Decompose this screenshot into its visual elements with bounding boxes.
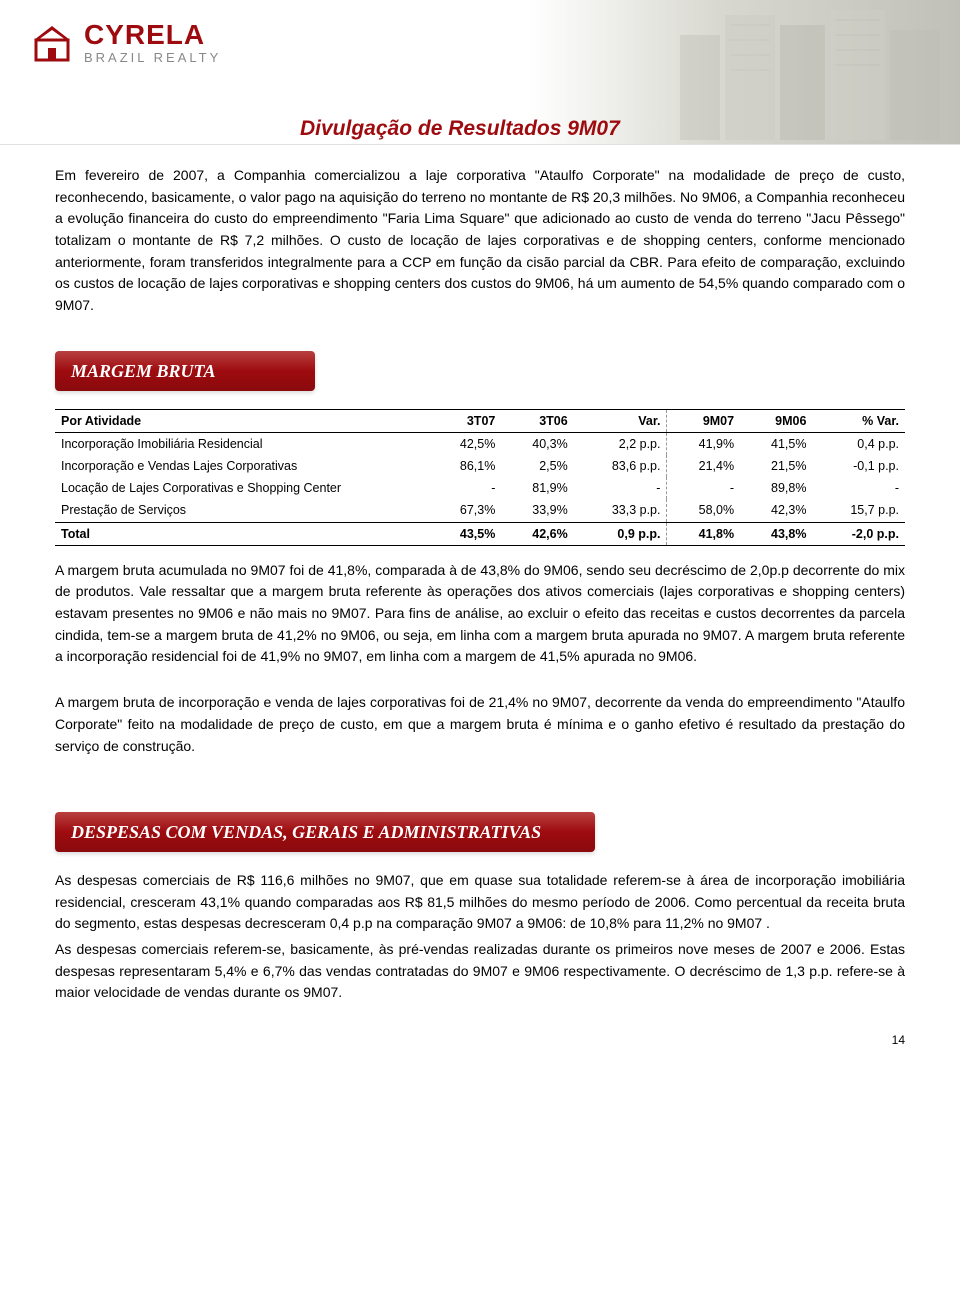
cell: Incorporação Imobiliária Residencial (55, 433, 429, 456)
report-title: Divulgação de Resultados 9M07 (300, 114, 620, 144)
cell: 89,8% (740, 477, 812, 499)
cell: 21,5% (740, 455, 812, 477)
intro-paragraph: Em fevereiro de 2007, a Companhia comerc… (55, 165, 905, 317)
cell: - (812, 477, 905, 499)
col-header: 3T06 (501, 409, 573, 432)
cell: Prestação de Serviços (55, 499, 429, 522)
logo-sub-text: BRAZIL REALTY (84, 51, 221, 64)
col-header: Por Atividade (55, 409, 429, 432)
margem-bruta-table: Por Atividade 3T07 3T06 Var. 9M07 9M06 %… (55, 409, 905, 546)
section-heading: MARGEM BRUTA (55, 351, 315, 391)
col-header: Var. (574, 409, 667, 432)
cell: - (429, 477, 501, 499)
table-row: Incorporação e Vendas Lajes Corporativas… (55, 455, 905, 477)
table-row: Locação de Lajes Corporativas e Shopping… (55, 477, 905, 499)
table-header-row: Por Atividade 3T07 3T06 Var. 9M07 9M06 %… (55, 409, 905, 432)
cell: Total (55, 522, 429, 545)
cell: 43,8% (740, 522, 812, 545)
cell: -2,0 p.p. (812, 522, 905, 545)
cell: 81,9% (501, 477, 573, 499)
cell: 40,3% (501, 433, 573, 456)
section-heading: DESPESAS COM VENDAS, GERAIS E ADMINISTRA… (55, 812, 595, 852)
cell: 33,3 p.p. (574, 499, 667, 522)
cell: Locação de Lajes Corporativas e Shopping… (55, 477, 429, 499)
table-total-row: Total 43,5% 42,6% 0,9 p.p. 41,8% 43,8% -… (55, 522, 905, 545)
cell: 83,6 p.p. (574, 455, 667, 477)
cell: 2,2 p.p. (574, 433, 667, 456)
cell: 0,9 p.p. (574, 522, 667, 545)
cell: 42,5% (429, 433, 501, 456)
house-icon (30, 20, 74, 64)
cell: 41,9% (667, 433, 740, 456)
cell: - (667, 477, 740, 499)
cell: 41,5% (740, 433, 812, 456)
cell: 43,5% (429, 522, 501, 545)
cell: 2,5% (501, 455, 573, 477)
cell: 33,9% (501, 499, 573, 522)
section1-paragraph-2: A margem bruta de incorporação e venda d… (55, 692, 905, 757)
col-header: 9M07 (667, 409, 740, 432)
cell: 42,3% (740, 499, 812, 522)
buildings-illustration (670, 5, 950, 140)
cell: Incorporação e Vendas Lajes Corporativas (55, 455, 429, 477)
cell: 67,3% (429, 499, 501, 522)
section-margem-bruta: MARGEM BRUTA Por Atividade 3T07 3T06 Var… (55, 321, 905, 758)
col-header: 3T07 (429, 409, 501, 432)
section-despesas: DESPESAS COM VENDAS, GERAIS E ADMINISTRA… (55, 761, 905, 1004)
cell: 41,8% (667, 522, 740, 545)
logo-main-text: CYRELA (84, 21, 221, 49)
cell: 15,7 p.p. (812, 499, 905, 522)
cell: 58,0% (667, 499, 740, 522)
cell: - (574, 477, 667, 499)
table-row: Prestação de Serviços 67,3% 33,9% 33,3 p… (55, 499, 905, 522)
col-header: 9M06 (740, 409, 812, 432)
logo-text: CYRELA BRAZIL REALTY (84, 21, 221, 64)
cell: 42,6% (501, 522, 573, 545)
page-header: CYRELA BRAZIL REALTY Divulgação de Resul… (0, 0, 960, 145)
cell: 0,4 p.p. (812, 433, 905, 456)
page-number: 14 (0, 1028, 960, 1069)
cell: -0,1 p.p. (812, 455, 905, 477)
section2-paragraph-1: As despesas comerciais de R$ 116,6 milhõ… (55, 870, 905, 935)
page-content: Em fevereiro de 2007, a Companhia comerc… (0, 145, 960, 1028)
section2-paragraph-2: As despesas comerciais referem-se, basic… (55, 939, 905, 1004)
cell: 86,1% (429, 455, 501, 477)
company-logo: CYRELA BRAZIL REALTY (30, 20, 221, 64)
cell: 21,4% (667, 455, 740, 477)
table-row: Incorporação Imobiliária Residencial 42,… (55, 433, 905, 456)
section1-paragraph-1: A margem bruta acumulada no 9M07 foi de … (55, 560, 905, 668)
col-header: % Var. (812, 409, 905, 432)
